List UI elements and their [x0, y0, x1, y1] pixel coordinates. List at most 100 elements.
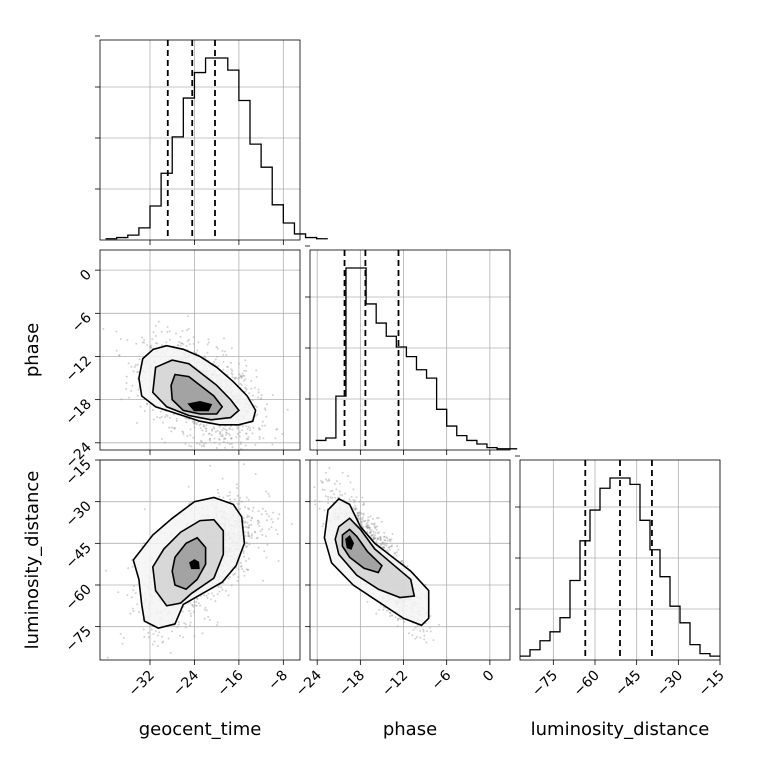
sample-point: [229, 361, 232, 364]
y-tick-label-luminosity-distance: −45: [63, 540, 95, 572]
sample-point: [390, 538, 393, 541]
sample-point: [265, 490, 268, 493]
sample-point: [276, 533, 279, 536]
sample-point: [136, 603, 139, 606]
sample-point: [240, 441, 242, 444]
sample-point: [250, 516, 253, 519]
sample-point: [176, 344, 179, 347]
sample-point: [238, 502, 241, 505]
sample-point: [239, 374, 242, 377]
sample-point: [425, 641, 428, 644]
sample-point: [334, 496, 337, 499]
sample-point: [195, 422, 198, 425]
sample-point: [397, 548, 400, 551]
sample-point: [182, 431, 185, 434]
sample-point: [393, 551, 396, 554]
sample-point: [228, 576, 231, 578]
sample-point: [199, 604, 202, 607]
sample-point: [136, 394, 139, 397]
histogram-line-geocent-time: [105, 57, 328, 240]
sample-point: [152, 418, 155, 421]
sample-point: [203, 608, 206, 611]
sample-point: [177, 623, 180, 626]
panel-frame: [99, 39, 301, 241]
sample-point: [252, 394, 255, 397]
sample-point: [207, 592, 210, 595]
sample-point: [362, 526, 365, 529]
sample-point: [376, 525, 378, 528]
sample-point: [242, 379, 245, 382]
sample-point: [201, 441, 203, 444]
sample-point: [262, 507, 264, 510]
sample-point: [326, 479, 329, 482]
sample-point: [251, 534, 253, 537]
sample-point: [179, 634, 182, 637]
sample-point: [271, 521, 274, 524]
sample-point: [365, 525, 368, 528]
sample-point: [219, 430, 222, 433]
sample-point: [197, 341, 200, 344]
sample-point: [195, 352, 198, 355]
sample-point: [179, 344, 182, 347]
sample-point: [207, 615, 210, 618]
sample-point: [257, 546, 260, 549]
sample-point: [216, 355, 219, 358]
sample-point: [169, 651, 172, 654]
sample-point: [240, 375, 243, 378]
sample-point: [143, 339, 145, 342]
sample-point: [396, 545, 399, 548]
sample-point: [336, 480, 338, 483]
sample-point: [244, 535, 247, 538]
sample-point: [227, 577, 230, 580]
sample-point: [370, 534, 373, 537]
sample-point: [369, 532, 372, 534]
sample-point: [385, 536, 388, 539]
sample-point: [348, 498, 351, 501]
sample-point: [192, 342, 195, 345]
sample-point: [230, 372, 233, 375]
sample-point: [173, 427, 176, 430]
sample-point: [322, 522, 325, 525]
sample-point: [159, 410, 162, 413]
sample-point: [166, 326, 169, 328]
sample-point: [260, 513, 263, 516]
sample-point: [206, 351, 209, 354]
sample-point: [359, 513, 361, 516]
sample-point: [255, 405, 258, 408]
sample-point: [141, 341, 144, 344]
sample-point: [204, 442, 207, 445]
sample-point: [360, 524, 363, 527]
sample-point: [251, 399, 254, 402]
sample-point: [189, 601, 192, 604]
sample-point: [146, 403, 149, 406]
sample-point: [170, 426, 173, 429]
sample-point: [373, 537, 376, 540]
sample-point: [375, 529, 378, 531]
sample-point: [262, 472, 264, 474]
sample-point: [229, 500, 232, 503]
sample-point: [224, 589, 227, 592]
sample-point: [119, 338, 122, 340]
sample-point: [156, 342, 159, 345]
sample-point: [329, 496, 332, 499]
sample-point: [370, 522, 373, 525]
sample-point: [136, 371, 139, 374]
sample-point: [353, 508, 356, 511]
sample-point: [243, 369, 246, 372]
y-tick-label-luminosity-distance: −60: [63, 582, 95, 614]
sample-point: [175, 417, 178, 420]
sample-point: [248, 515, 250, 518]
sample-point: [268, 495, 271, 498]
sample-point: [339, 493, 342, 496]
y-axis-label-luminosity-distance: luminosity_distance: [22, 471, 43, 650]
y-tick-label-luminosity-distance: −30: [63, 498, 95, 530]
sample-point: [238, 499, 241, 502]
sample-point: [373, 523, 376, 526]
sample-point: [202, 425, 205, 428]
sample-point: [371, 534, 374, 537]
sample-point: [246, 542, 248, 545]
sample-point: [396, 625, 399, 628]
sample-point: [367, 519, 370, 522]
sample-point: [171, 630, 173, 633]
sample-point: [396, 617, 399, 620]
